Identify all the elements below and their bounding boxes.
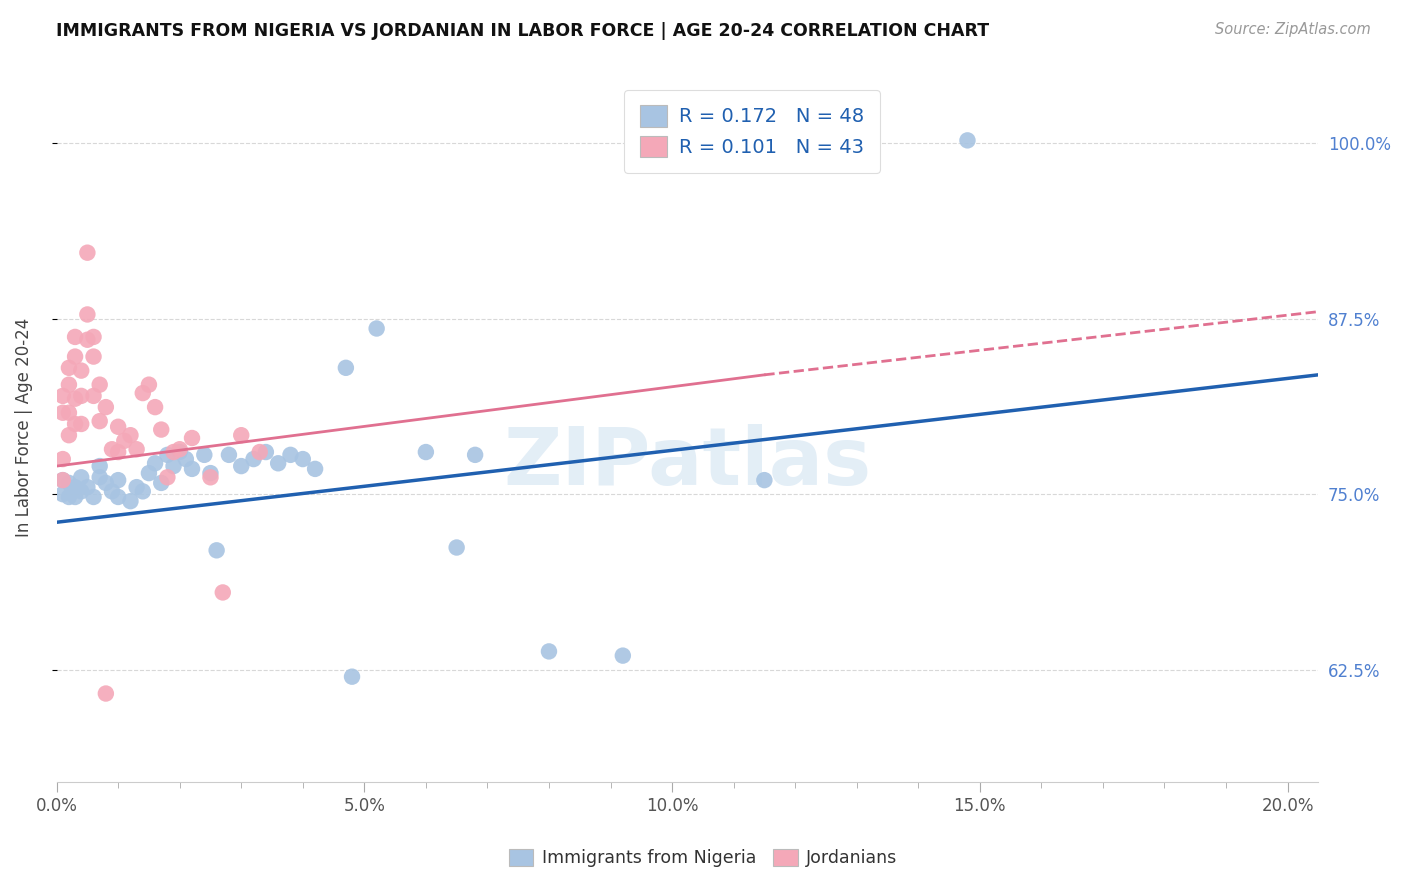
Point bbox=[446, 541, 468, 555]
Point bbox=[83, 330, 105, 344]
Point bbox=[200, 466, 222, 480]
Point bbox=[366, 321, 388, 335]
Point bbox=[125, 480, 148, 494]
Point bbox=[143, 456, 166, 470]
Point bbox=[340, 670, 363, 684]
Point bbox=[254, 445, 277, 459]
Point bbox=[58, 360, 80, 375]
Point bbox=[150, 475, 173, 490]
Point bbox=[138, 466, 160, 480]
Point bbox=[83, 350, 105, 364]
Point bbox=[63, 350, 86, 364]
Point bbox=[200, 470, 222, 484]
Point bbox=[70, 363, 93, 377]
Point bbox=[156, 470, 179, 484]
Point bbox=[181, 462, 204, 476]
Point bbox=[63, 480, 86, 494]
Text: IMMIGRANTS FROM NIGERIA VS JORDANIAN IN LABOR FORCE | AGE 20-24 CORRELATION CHAR: IMMIGRANTS FROM NIGERIA VS JORDANIAN IN … bbox=[56, 22, 990, 40]
Point bbox=[76, 333, 98, 347]
Point bbox=[132, 386, 155, 401]
Point bbox=[70, 417, 93, 431]
Point bbox=[169, 445, 191, 459]
Legend: Immigrants from Nigeria, Jordanians: Immigrants from Nigeria, Jordanians bbox=[502, 842, 904, 874]
Point bbox=[291, 452, 314, 467]
Point bbox=[52, 406, 75, 420]
Point bbox=[125, 442, 148, 457]
Point bbox=[120, 494, 142, 508]
Point bbox=[63, 392, 86, 406]
Point bbox=[143, 400, 166, 414]
Point bbox=[132, 484, 155, 499]
Point bbox=[101, 484, 124, 499]
Point bbox=[162, 459, 184, 474]
Point bbox=[101, 442, 124, 457]
Point bbox=[304, 462, 326, 476]
Point bbox=[335, 360, 357, 375]
Point bbox=[267, 456, 290, 470]
Point bbox=[415, 445, 437, 459]
Legend: R = 0.172   N = 48, R = 0.101   N = 43: R = 0.172 N = 48, R = 0.101 N = 43 bbox=[624, 90, 880, 173]
Point bbox=[956, 133, 979, 147]
Text: ZIPatlas: ZIPatlas bbox=[503, 424, 872, 502]
Point bbox=[94, 400, 117, 414]
Point bbox=[280, 448, 302, 462]
Point bbox=[52, 389, 75, 403]
Point bbox=[169, 442, 191, 457]
Point bbox=[174, 452, 197, 467]
Point bbox=[218, 448, 240, 462]
Point bbox=[150, 423, 173, 437]
Point bbox=[83, 490, 105, 504]
Point bbox=[70, 484, 93, 499]
Point bbox=[52, 473, 75, 487]
Point bbox=[58, 475, 80, 490]
Point bbox=[231, 428, 253, 442]
Point bbox=[205, 543, 228, 558]
Point bbox=[58, 406, 80, 420]
Point bbox=[193, 448, 215, 462]
Point bbox=[89, 470, 111, 484]
Point bbox=[70, 470, 93, 484]
Point bbox=[120, 428, 142, 442]
Point bbox=[63, 490, 86, 504]
Point bbox=[112, 434, 135, 448]
Point bbox=[89, 459, 111, 474]
Point bbox=[58, 490, 80, 504]
Point bbox=[231, 459, 253, 474]
Point bbox=[63, 330, 86, 344]
Point bbox=[76, 480, 98, 494]
Point bbox=[89, 414, 111, 428]
Point bbox=[52, 452, 75, 467]
Point bbox=[89, 377, 111, 392]
Point bbox=[107, 445, 129, 459]
Point bbox=[242, 452, 264, 467]
Point bbox=[107, 473, 129, 487]
Y-axis label: In Labor Force | Age 20-24: In Labor Force | Age 20-24 bbox=[15, 318, 32, 537]
Point bbox=[181, 431, 204, 445]
Point bbox=[156, 448, 179, 462]
Point bbox=[76, 308, 98, 322]
Point bbox=[211, 585, 233, 599]
Point bbox=[107, 490, 129, 504]
Point bbox=[94, 475, 117, 490]
Point bbox=[52, 473, 75, 487]
Point bbox=[107, 419, 129, 434]
Point bbox=[94, 686, 117, 700]
Point bbox=[76, 245, 98, 260]
Point bbox=[63, 417, 86, 431]
Point bbox=[138, 377, 160, 392]
Point bbox=[83, 389, 105, 403]
Point bbox=[249, 445, 271, 459]
Point bbox=[52, 487, 75, 501]
Point bbox=[612, 648, 634, 663]
Point bbox=[58, 377, 80, 392]
Point bbox=[537, 644, 560, 658]
Point bbox=[70, 389, 93, 403]
Point bbox=[58, 428, 80, 442]
Point bbox=[754, 473, 776, 487]
Point bbox=[162, 445, 184, 459]
Text: Source: ZipAtlas.com: Source: ZipAtlas.com bbox=[1215, 22, 1371, 37]
Point bbox=[464, 448, 486, 462]
